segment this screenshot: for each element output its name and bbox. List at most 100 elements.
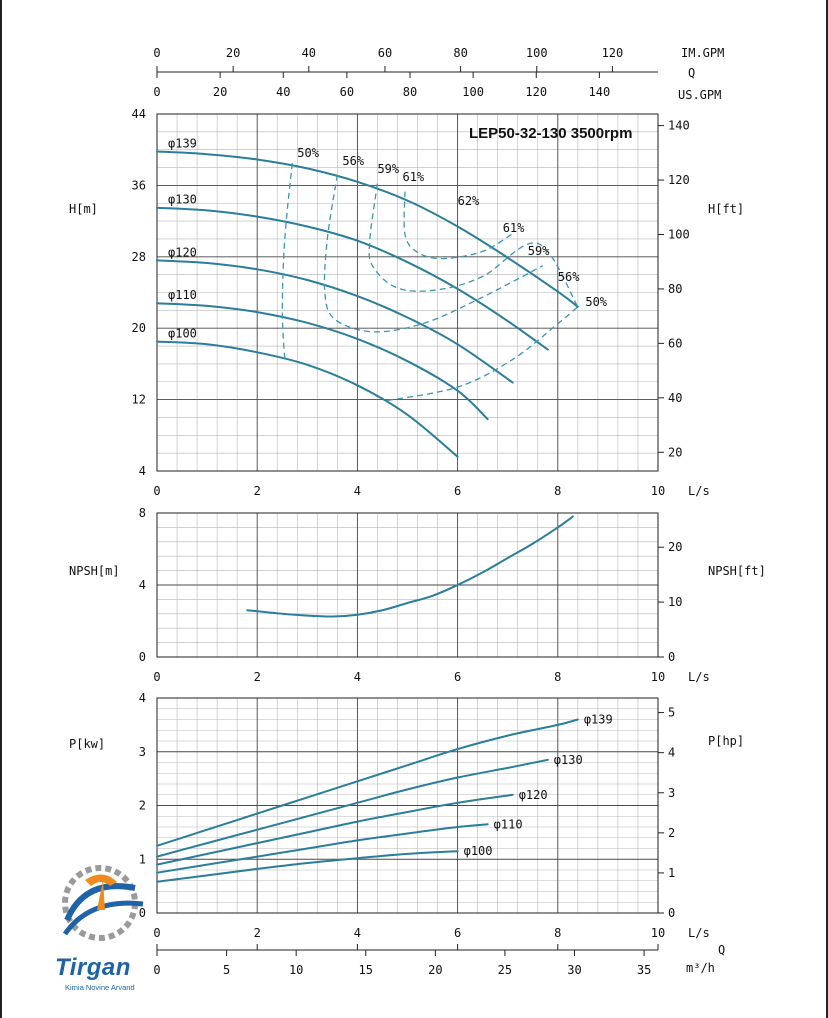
top-axis-usgpm-tick-label: 60 bbox=[340, 85, 354, 99]
panel1-efficiency-dashed-line bbox=[403, 191, 514, 260]
panel2-y-tick-label: 4 bbox=[139, 578, 146, 592]
panel1-series-curve bbox=[156, 206, 549, 351]
panel3-y-tick-label: 4 bbox=[139, 691, 146, 705]
panel3-y-right-tick-label: 5 bbox=[668, 706, 675, 720]
panel1-y-tick-label: 28 bbox=[132, 250, 146, 264]
panel1-efficiency-label: 50% bbox=[585, 295, 607, 309]
panel3-y-axis-label: P[kw] bbox=[69, 737, 105, 751]
panel2-y-axis-label-right: NPSH[ft] bbox=[708, 564, 766, 578]
panel1-efficiency-label: 59% bbox=[528, 244, 550, 258]
panel3-y-tick-label: 3 bbox=[139, 745, 146, 759]
bottom-axis-m3h-tick-label: 35 bbox=[637, 963, 651, 977]
logo-wordmark: Tirgan bbox=[55, 954, 131, 981]
panel3-series-label: φ130 bbox=[554, 753, 583, 767]
panel1-efficiency-label: 62% bbox=[458, 194, 480, 208]
panel1-y-tick-label: 36 bbox=[132, 178, 146, 192]
panel2-y-tick-label: 0 bbox=[139, 650, 146, 664]
bottom-axis-m3h-tick-label: 30 bbox=[567, 963, 581, 977]
panel3-series-label: φ120 bbox=[519, 788, 548, 802]
panel3-x-tick-label: 6 bbox=[454, 926, 461, 940]
top-axis-usgpm-unit: US.GPM bbox=[678, 88, 721, 102]
panel1-series-curve bbox=[156, 259, 514, 384]
panel1-y-tick-label: 20 bbox=[132, 321, 146, 335]
panel3-y-axis-label-right: P[hp] bbox=[708, 734, 744, 748]
top-axis-usgpm-tick-label: 80 bbox=[403, 85, 417, 99]
panel2-x-tick-label: 4 bbox=[354, 670, 361, 684]
panel3-series-curve bbox=[156, 758, 549, 858]
panel3-series-curve bbox=[156, 793, 514, 866]
panel1-efficiency-label: 59% bbox=[377, 162, 399, 176]
panel3-series-curve bbox=[156, 718, 579, 847]
logo-subtitle: Kimia Novine Arvand bbox=[65, 983, 135, 992]
panel3-y-right-tick-label: 0 bbox=[668, 906, 675, 920]
bottom-axis-m3h-tick-label: 25 bbox=[498, 963, 512, 977]
top-axis-imgpm-tick-label: 20 bbox=[226, 46, 240, 60]
panel1-x-tick-label: 2 bbox=[254, 484, 261, 498]
panel3-x-tick-label: 4 bbox=[354, 926, 361, 940]
panel1-y-tick-label: 12 bbox=[132, 393, 146, 407]
top-axis-imgpm-tick-label: 40 bbox=[302, 46, 316, 60]
panel1-efficiency-dashed-line bbox=[368, 183, 579, 308]
panel3-series-label: φ139 bbox=[584, 713, 613, 727]
panel1-series-label: φ139 bbox=[168, 136, 197, 150]
top-axis-imgpm-tick-label: 60 bbox=[378, 46, 392, 60]
panel3-x-tick-label: 0 bbox=[153, 926, 160, 940]
bottom-axis-m3h-tick-label: 0 bbox=[153, 963, 160, 977]
panel2-x-tick-label: 10 bbox=[651, 670, 665, 684]
panel3-plot-frame bbox=[156, 697, 659, 914]
panel3-series-label: φ110 bbox=[494, 817, 523, 831]
top-axis-imgpm-tick-label: 120 bbox=[602, 46, 624, 60]
panel1-y-right-tick-label: 140 bbox=[668, 119, 690, 133]
top-axis-imgpm-tick-label: 80 bbox=[453, 46, 467, 60]
panel1-x-unit-label: L/s bbox=[688, 484, 710, 498]
panel1-x-tick-label: 8 bbox=[554, 484, 561, 498]
panel1-y-right-tick-label: 100 bbox=[668, 227, 690, 241]
panel2-series-curve bbox=[246, 515, 574, 618]
bottom-axis-q-label: Q bbox=[718, 943, 725, 957]
panel3-series-label: φ100 bbox=[464, 844, 493, 858]
panel1-y-right-tick-label: 40 bbox=[668, 391, 682, 405]
panel1-efficiency-dashed-line bbox=[387, 306, 579, 402]
panel2-plot-frame bbox=[156, 512, 659, 658]
panel3-y-right-tick-label: 2 bbox=[668, 826, 675, 840]
top-axis-usgpm-tick-label: 0 bbox=[153, 85, 160, 99]
panel1-x-tick-label: 0 bbox=[153, 484, 160, 498]
top-axis-imgpm-tick-label: 0 bbox=[153, 46, 160, 60]
panel1-series-curve bbox=[156, 150, 579, 308]
panel1-series-label: φ100 bbox=[168, 327, 197, 341]
panel2-x-tick-label: 8 bbox=[554, 670, 561, 684]
panel1-x-tick-label: 10 bbox=[651, 484, 665, 498]
panel1-series-label: φ130 bbox=[168, 193, 197, 207]
panel1-y-axis-label-right: H[ft] bbox=[708, 202, 744, 216]
top-axis-usgpm-tick-label: 20 bbox=[213, 85, 227, 99]
panel2-x-tick-label: 0 bbox=[153, 670, 160, 684]
panel2-x-unit-label: L/s bbox=[688, 670, 710, 684]
top-axis-imgpm-tick-label: 100 bbox=[526, 46, 548, 60]
panel2-x-tick-label: 6 bbox=[454, 670, 461, 684]
panel1-y-tick-label: 4 bbox=[139, 464, 146, 478]
panel2-x-tick-label: 2 bbox=[254, 670, 261, 684]
panel2-y-axis-label: NPSH[m] bbox=[69, 564, 120, 578]
panel1-series-label: φ120 bbox=[168, 245, 197, 259]
panel3-y-tick-label: 1 bbox=[139, 852, 146, 866]
panel1-chart-title: LEP50-32-130 3500rpm bbox=[469, 125, 632, 142]
top-axis-q-label: Q bbox=[688, 66, 695, 80]
top-axis-usgpm-tick-label: 40 bbox=[276, 85, 290, 99]
panel3-y-right-tick-label: 3 bbox=[668, 786, 675, 800]
bottom-axis-m3h-tick-label: 10 bbox=[289, 963, 303, 977]
top-axis-usgpm-tick-label: 120 bbox=[525, 85, 547, 99]
panel3-series-curve bbox=[156, 850, 459, 883]
panel3-y-tick-label: 0 bbox=[139, 906, 146, 920]
panel1-y-right-tick-label: 20 bbox=[668, 445, 682, 459]
panel1-efficiency-label: 56% bbox=[558, 270, 580, 284]
panel1-efficiency-label: 61% bbox=[503, 221, 525, 235]
panel2-y-right-tick-label: 10 bbox=[668, 595, 682, 609]
panel1-y-axis-label: H[m] bbox=[69, 202, 98, 216]
panel1-series-curve bbox=[156, 302, 489, 421]
panel3-series-curve bbox=[156, 823, 489, 874]
panel3-y-right-tick-label: 1 bbox=[668, 866, 675, 880]
top-axis-usgpm-tick-label: 100 bbox=[462, 85, 484, 99]
top-axis-imgpm-unit: IM.GPM bbox=[681, 46, 724, 60]
panel3-x-tick-label: 8 bbox=[554, 926, 561, 940]
